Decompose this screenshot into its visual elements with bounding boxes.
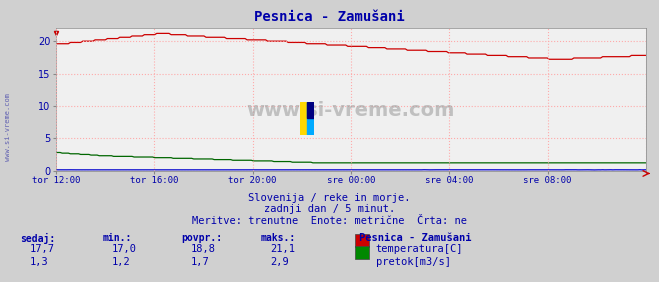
- Text: Pesnica - Zamušani: Pesnica - Zamušani: [359, 233, 472, 243]
- Text: zadnji dan / 5 minut.: zadnji dan / 5 minut.: [264, 204, 395, 214]
- Text: 1,7: 1,7: [191, 257, 210, 266]
- Text: temperatura[C]: temperatura[C]: [376, 244, 463, 254]
- Text: sedaj:: sedaj:: [20, 233, 55, 244]
- Text: maks.:: maks.:: [260, 233, 295, 243]
- Text: 2,9: 2,9: [270, 257, 289, 266]
- Text: pretok[m3/s]: pretok[m3/s]: [376, 257, 451, 266]
- Text: 18,8: 18,8: [191, 244, 216, 254]
- Text: 17,0: 17,0: [112, 244, 137, 254]
- Text: Pesnica - Zamušani: Pesnica - Zamušani: [254, 10, 405, 24]
- Text: min.:: min.:: [102, 233, 132, 243]
- Text: tor 16:00: tor 16:00: [130, 176, 179, 185]
- Text: sre 00:00: sre 00:00: [327, 176, 375, 185]
- Text: 21,1: 21,1: [270, 244, 295, 254]
- Bar: [307, 102, 314, 135]
- Bar: [307, 102, 314, 118]
- Text: Meritve: trenutne  Enote: metrične  Črta: ne: Meritve: trenutne Enote: metrične Črta: …: [192, 216, 467, 226]
- Text: tor 12:00: tor 12:00: [32, 176, 80, 185]
- Text: www.si-vreme.com: www.si-vreme.com: [5, 93, 11, 161]
- Bar: [300, 102, 307, 135]
- Text: Slovenija / reke in morje.: Slovenija / reke in morje.: [248, 193, 411, 203]
- Text: povpr.:: povpr.:: [181, 233, 222, 243]
- Text: sre 04:00: sre 04:00: [425, 176, 473, 185]
- Text: 17,7: 17,7: [30, 244, 55, 254]
- Text: tor 20:00: tor 20:00: [229, 176, 277, 185]
- Text: 1,2: 1,2: [112, 257, 130, 266]
- Text: sre 08:00: sre 08:00: [523, 176, 572, 185]
- Text: 1,3: 1,3: [30, 257, 48, 266]
- Text: www.si-vreme.com: www.si-vreme.com: [246, 101, 455, 120]
